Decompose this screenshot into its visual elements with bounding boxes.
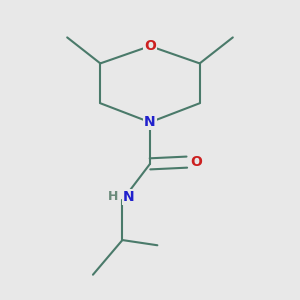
Text: N: N [144, 115, 156, 129]
Text: N: N [123, 190, 135, 204]
Text: O: O [190, 155, 202, 169]
Text: H: H [108, 190, 119, 203]
Text: O: O [144, 39, 156, 53]
